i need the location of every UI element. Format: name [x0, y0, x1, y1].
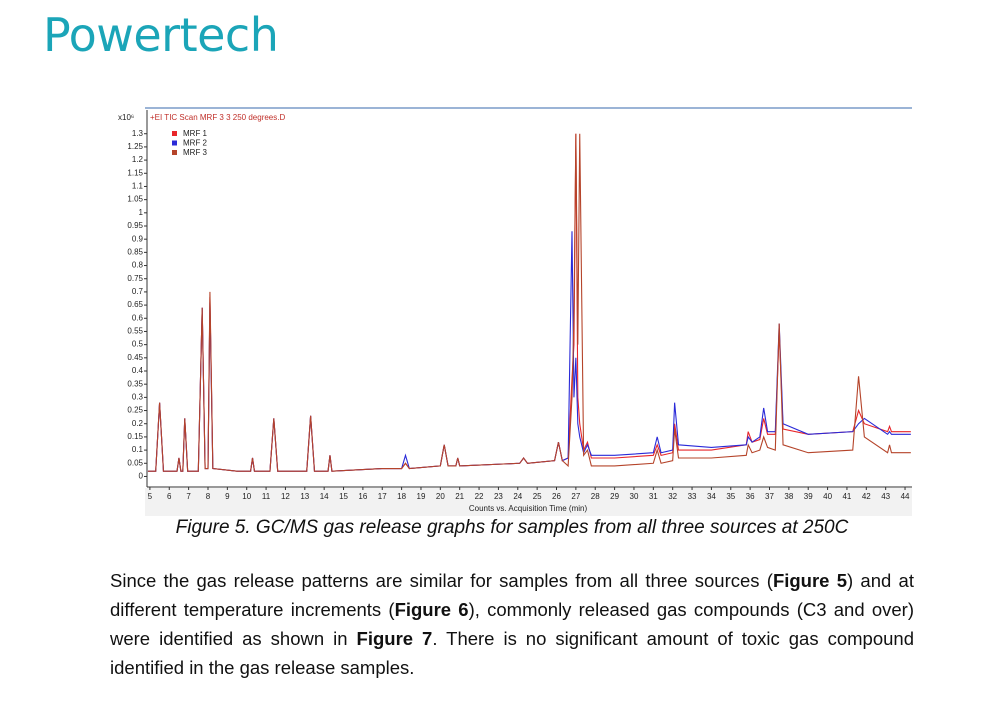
x-tick-label: 33: [688, 492, 697, 501]
x-tick-label: 44: [901, 492, 910, 501]
y-tick-label: 0.45: [127, 353, 143, 362]
x-tick-label: 17: [378, 492, 387, 501]
x-axis-label: Counts vs. Acquisition Time (min): [469, 504, 588, 513]
x-tick-label: 37: [765, 492, 774, 501]
y-tick-label: 1.2: [132, 155, 144, 164]
figure-ref: Figure 6: [394, 599, 469, 620]
y-tick-label: 0.95: [127, 221, 143, 230]
y-tick-label: 0: [139, 472, 144, 481]
x-tick-label: 42: [862, 492, 871, 501]
x-tick-label: 10: [242, 492, 251, 501]
y-tick-label: 1.1: [132, 182, 144, 191]
caption: Figure 5. GC/MS gas release graphs for s…: [175, 517, 849, 538]
x-tick-label: 19: [417, 492, 426, 501]
y-tick-label: 0.15: [127, 432, 143, 441]
chart: x10⁶ +EI TIC Scan MRF 3 3 250 degrees.D …: [116, 106, 912, 516]
legend-label: MRF 3: [183, 148, 208, 157]
x-tick-label: 26: [552, 492, 561, 501]
y-tick-label: 0.4: [132, 366, 144, 375]
y-tick-label: 1: [139, 208, 144, 217]
y-tick-label: 1.3: [132, 129, 144, 138]
x-tick-label: 14: [320, 492, 329, 501]
y-tick-label: 0.9: [132, 234, 144, 243]
x-tick-label: 35: [726, 492, 735, 501]
y-tick-label: 0.75: [127, 274, 143, 283]
series-line: [147, 133, 911, 472]
x-tick-label: 32: [668, 492, 677, 501]
x-tick-label: 40: [823, 492, 832, 501]
legend-swatch: [172, 150, 177, 155]
x-tick-label: 43: [881, 492, 890, 501]
x-tick-label: 24: [513, 492, 522, 501]
y-tick-label: 0.55: [127, 327, 143, 336]
y-tick-label: 1.15: [127, 168, 143, 177]
x-tick-label: 18: [397, 492, 406, 501]
y-tick-label: 0.85: [127, 247, 143, 256]
legend-swatch: [172, 140, 177, 146]
y-tick-label: 0.7: [132, 287, 144, 296]
x-tick-label: 11: [262, 492, 271, 501]
y-tick-label: 0.2: [132, 419, 144, 428]
text: . There is no significant amount of toxi…: [110, 628, 914, 678]
legend-label: MRF 1: [183, 129, 208, 138]
chart-frame: [116, 106, 912, 516]
x-tick-label: 9: [225, 492, 230, 501]
x-tick-label: 15: [339, 492, 348, 501]
x-tick-label: 8: [206, 492, 211, 501]
x-tick-label: 21: [455, 492, 464, 501]
x-tick-label: 29: [610, 492, 619, 501]
text: ), commonly released gas compounds (C3 a…: [110, 599, 914, 649]
y-tick-label: 0.65: [127, 300, 143, 309]
x-tick-label: 23: [494, 492, 503, 501]
legend-swatch: [172, 131, 177, 136]
figure-ref: Figure 5: [772, 570, 848, 591]
x-tick-label: 6: [167, 492, 172, 501]
legend-label: MRF 2: [183, 139, 208, 148]
x-tick-label: 36: [746, 492, 755, 501]
x-tick-label: 38: [784, 492, 793, 501]
y-tick-label: 0.6: [132, 313, 144, 322]
text: ) and at different temperature increment…: [110, 570, 914, 620]
y-unit: x10⁶: [118, 113, 134, 122]
y-tick-label: 0.25: [127, 406, 143, 415]
x-tick-label: 16: [358, 492, 367, 501]
text: Since the gas release patterns are simil…: [110, 570, 773, 591]
x-tick-label: 39: [804, 492, 813, 501]
x-tick-label: 34: [707, 492, 716, 501]
x-tick-label: 13: [300, 492, 309, 501]
x-tick-label: 7: [186, 492, 191, 501]
x-tick-label: 20: [436, 492, 445, 501]
x-tick-label: 12: [281, 492, 290, 501]
y-tick-label: 0.1: [132, 445, 144, 454]
y-tick-label: 1.05: [127, 195, 143, 204]
x-tick-label: 25: [533, 492, 542, 501]
x-tick-label: 22: [475, 492, 484, 501]
x-tick-label: 5: [148, 492, 153, 501]
x-tick-label: 41: [842, 492, 851, 501]
paragraph: Since the gas release patterns are simil…: [110, 566, 914, 682]
x-tick-label: 30: [630, 492, 639, 501]
logo: Powertech: [43, 8, 279, 62]
figure-ref: Figure 7: [356, 628, 433, 649]
y-tick-label: 0.8: [132, 261, 144, 270]
x-tick-label: 31: [649, 492, 658, 501]
y-tick-label: 0.35: [127, 379, 143, 388]
y-tick-label: 0.5: [132, 340, 144, 349]
y-tick-label: 0.3: [132, 392, 144, 401]
y-tick-label: 0.05: [127, 458, 143, 467]
y-tick-label: 1.25: [127, 142, 143, 151]
x-tick-label: 28: [591, 492, 600, 501]
x-axis-band: [145, 488, 912, 516]
chart-title: +EI TIC Scan MRF 3 3 250 degrees.D: [150, 113, 285, 122]
x-tick-label: 27: [571, 492, 580, 501]
